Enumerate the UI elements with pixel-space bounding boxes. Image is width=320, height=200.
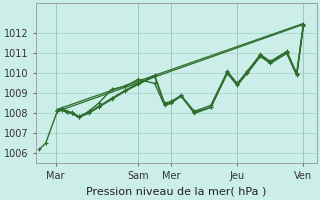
X-axis label: Pression niveau de la mer( hPa ): Pression niveau de la mer( hPa ) bbox=[86, 187, 266, 197]
